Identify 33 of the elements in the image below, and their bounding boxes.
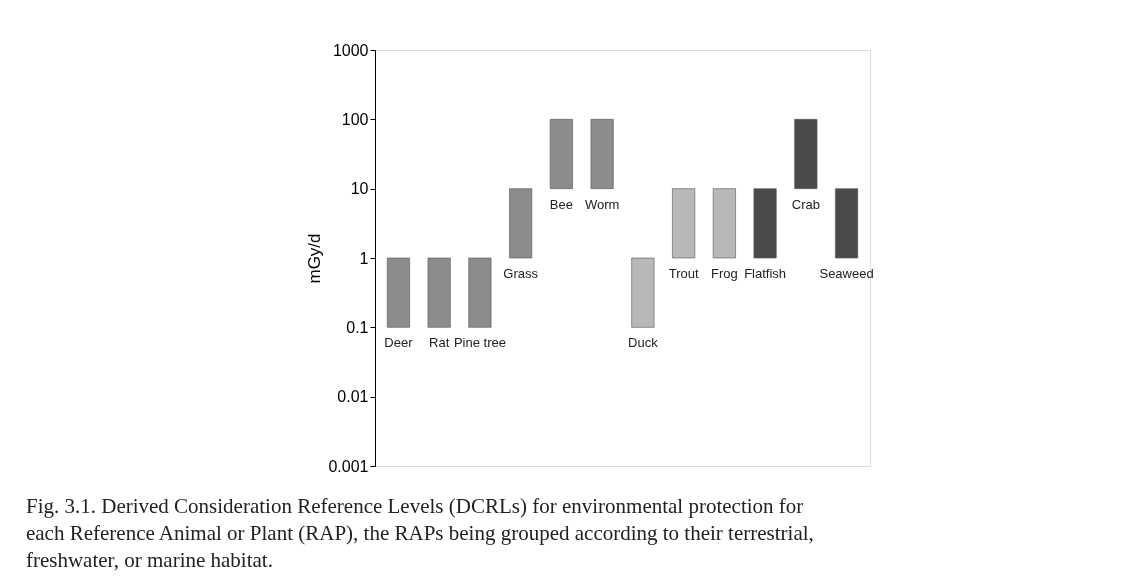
y-tick-label: 1 [359,249,369,267]
bar [590,119,614,189]
y-axis-title: mGy/d [305,233,325,284]
y-tick-label: 1000 [332,41,369,59]
x-tick-label: Trout [668,266,699,281]
bar [631,257,655,328]
x-tick-label: Deer [384,335,414,351]
x-tick-label: Rat [429,335,450,351]
bar [835,188,859,259]
y-tick-label: 100 [341,110,369,128]
x-tick-label: Seaweed [819,266,874,281]
bar [509,188,533,259]
bar [549,119,573,189]
x-tick-label: Flatfish [744,266,787,281]
y-tick-label: 0.001 [328,457,369,475]
y-tick-label: 0.1 [346,318,369,336]
x-tick-label: Bee [549,196,573,212]
x-tick-label: Pine tree [453,335,506,351]
y-tick-label: 0.01 [337,388,369,406]
x-tick-label: Crab [791,196,820,212]
caption: Fig. 3.1. Derived Consideration Reference Levels (DCRLs) for environmental protection for each Reference Animal or Plant (RAP), the RAPs being grouped according to their terrestrial, freshwater, or marine habitat. [25,494,814,572]
bar [712,188,736,259]
bar [427,257,451,328]
bar [753,188,777,259]
x-tick-label: Worm [584,196,620,212]
y-tick-label: 10 [350,180,369,198]
bar [794,119,818,189]
bar [386,257,410,328]
x-tick-label: Duck [628,335,659,351]
bar [468,257,492,328]
bar [672,188,696,259]
x-tick-label: Frog [710,266,738,281]
x-tick-label: Grass [503,266,539,281]
